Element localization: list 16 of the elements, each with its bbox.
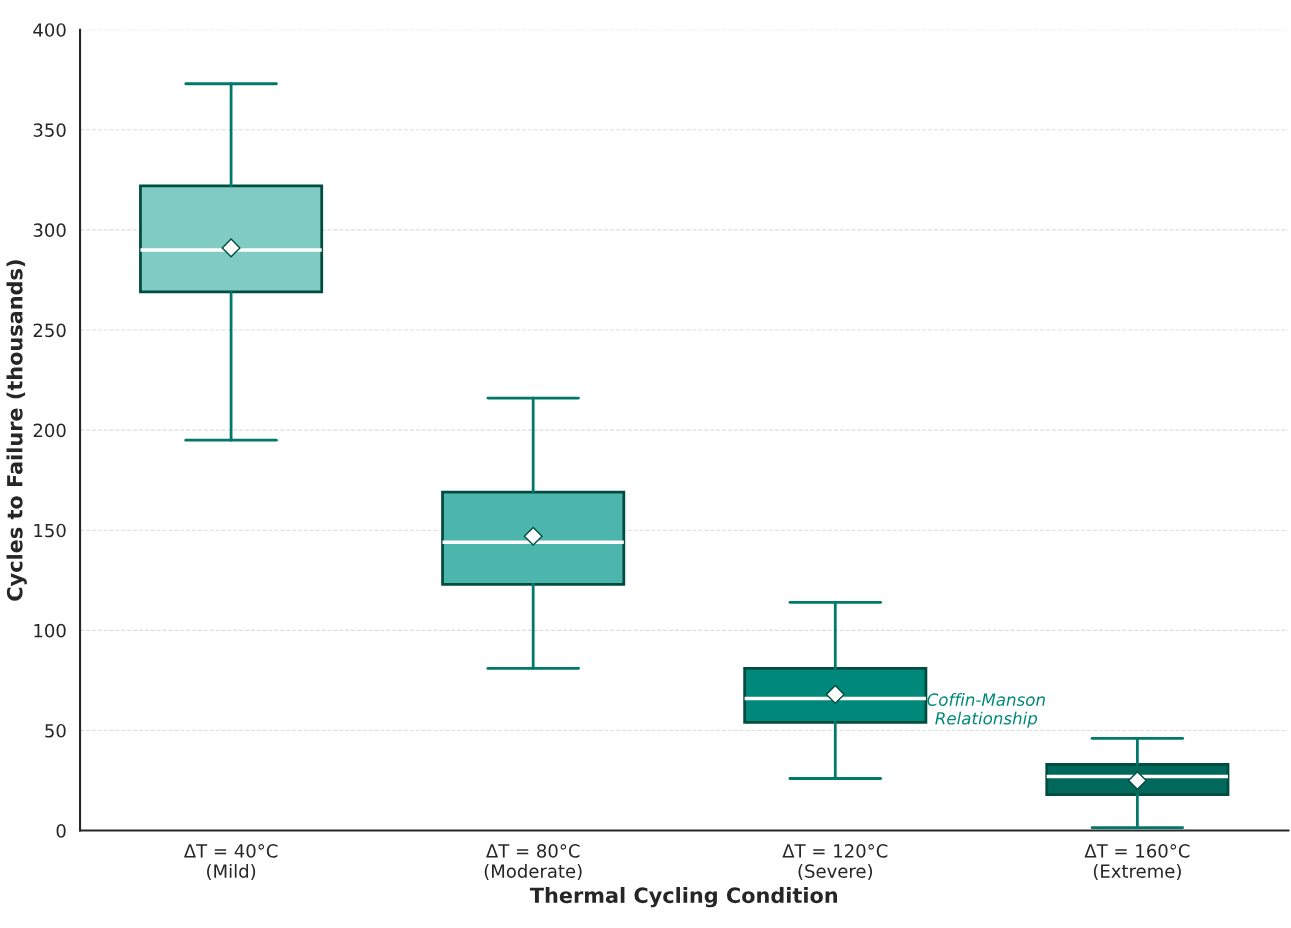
x-tick-label: ΔT = 120°C (Severe) — [782, 844, 888, 881]
y-tick-label: 300 — [33, 223, 66, 238]
y-tick-label: 100 — [34, 623, 66, 638]
x-tick-label: ΔT = 40°C (Mild) — [183, 844, 278, 881]
y-tick-label: 400 — [33, 23, 66, 37]
x-tick-label: ΔT = 80°C (Moderate) — [484, 844, 582, 881]
y-tick-label: 250 — [33, 323, 66, 338]
y-axis-title: Cycles to Failure (thousands) — [6, 260, 27, 601]
annotation: Coffin-Manson Relationship — [927, 693, 1045, 728]
x-tick-label: ΔT = 160°C (Extreme) — [1084, 844, 1190, 881]
y-tick-label: 350 — [33, 123, 66, 137]
y-tick-label: 150 — [34, 523, 66, 538]
y-tick-label: 0 — [56, 824, 66, 838]
x-axis-title: Thermal Cycling Condition — [529, 887, 838, 908]
y-tick-label: 50 — [45, 723, 66, 738]
y-tick-label: 200 — [33, 423, 66, 438]
